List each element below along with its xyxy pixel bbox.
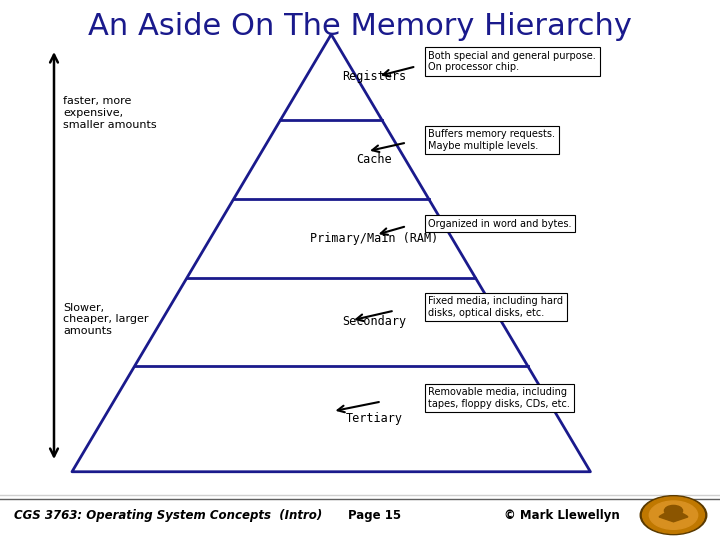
- Circle shape: [665, 505, 683, 516]
- Text: Page 15: Page 15: [348, 509, 401, 522]
- Text: faster, more
expensive,
smaller amounts: faster, more expensive, smaller amounts: [63, 97, 157, 130]
- Text: Organized in word and bytes.: Organized in word and bytes.: [428, 219, 572, 228]
- Text: Tertiary: Tertiary: [346, 412, 403, 425]
- Circle shape: [642, 497, 704, 534]
- Text: Registers: Registers: [342, 70, 407, 83]
- Circle shape: [649, 501, 698, 529]
- Text: Removable media, including
tapes, floppy disks, CDs, etc.: Removable media, including tapes, floppy…: [428, 387, 570, 409]
- Text: Primary/Main (RAM): Primary/Main (RAM): [310, 232, 438, 245]
- Text: Slower,
cheaper, larger
amounts: Slower, cheaper, larger amounts: [63, 303, 149, 336]
- Text: Secondary: Secondary: [342, 315, 407, 328]
- Text: Buffers memory requests.
Maybe multiple levels.: Buffers memory requests. Maybe multiple …: [428, 129, 555, 151]
- Text: Both special and general purpose.
On processor chip.: Both special and general purpose. On pro…: [428, 51, 596, 72]
- Text: © Mark Llewellyn: © Mark Llewellyn: [504, 509, 620, 522]
- Text: Fixed media, including hard
disks, optical disks, etc.: Fixed media, including hard disks, optic…: [428, 296, 563, 318]
- Text: CGS 3763: Operating System Concepts  (Intro): CGS 3763: Operating System Concepts (Int…: [14, 509, 323, 522]
- Wedge shape: [659, 512, 688, 522]
- Text: An Aside On The Memory Hierarchy: An Aside On The Memory Hierarchy: [88, 12, 632, 41]
- Text: Cache: Cache: [356, 153, 392, 166]
- Circle shape: [640, 496, 707, 535]
